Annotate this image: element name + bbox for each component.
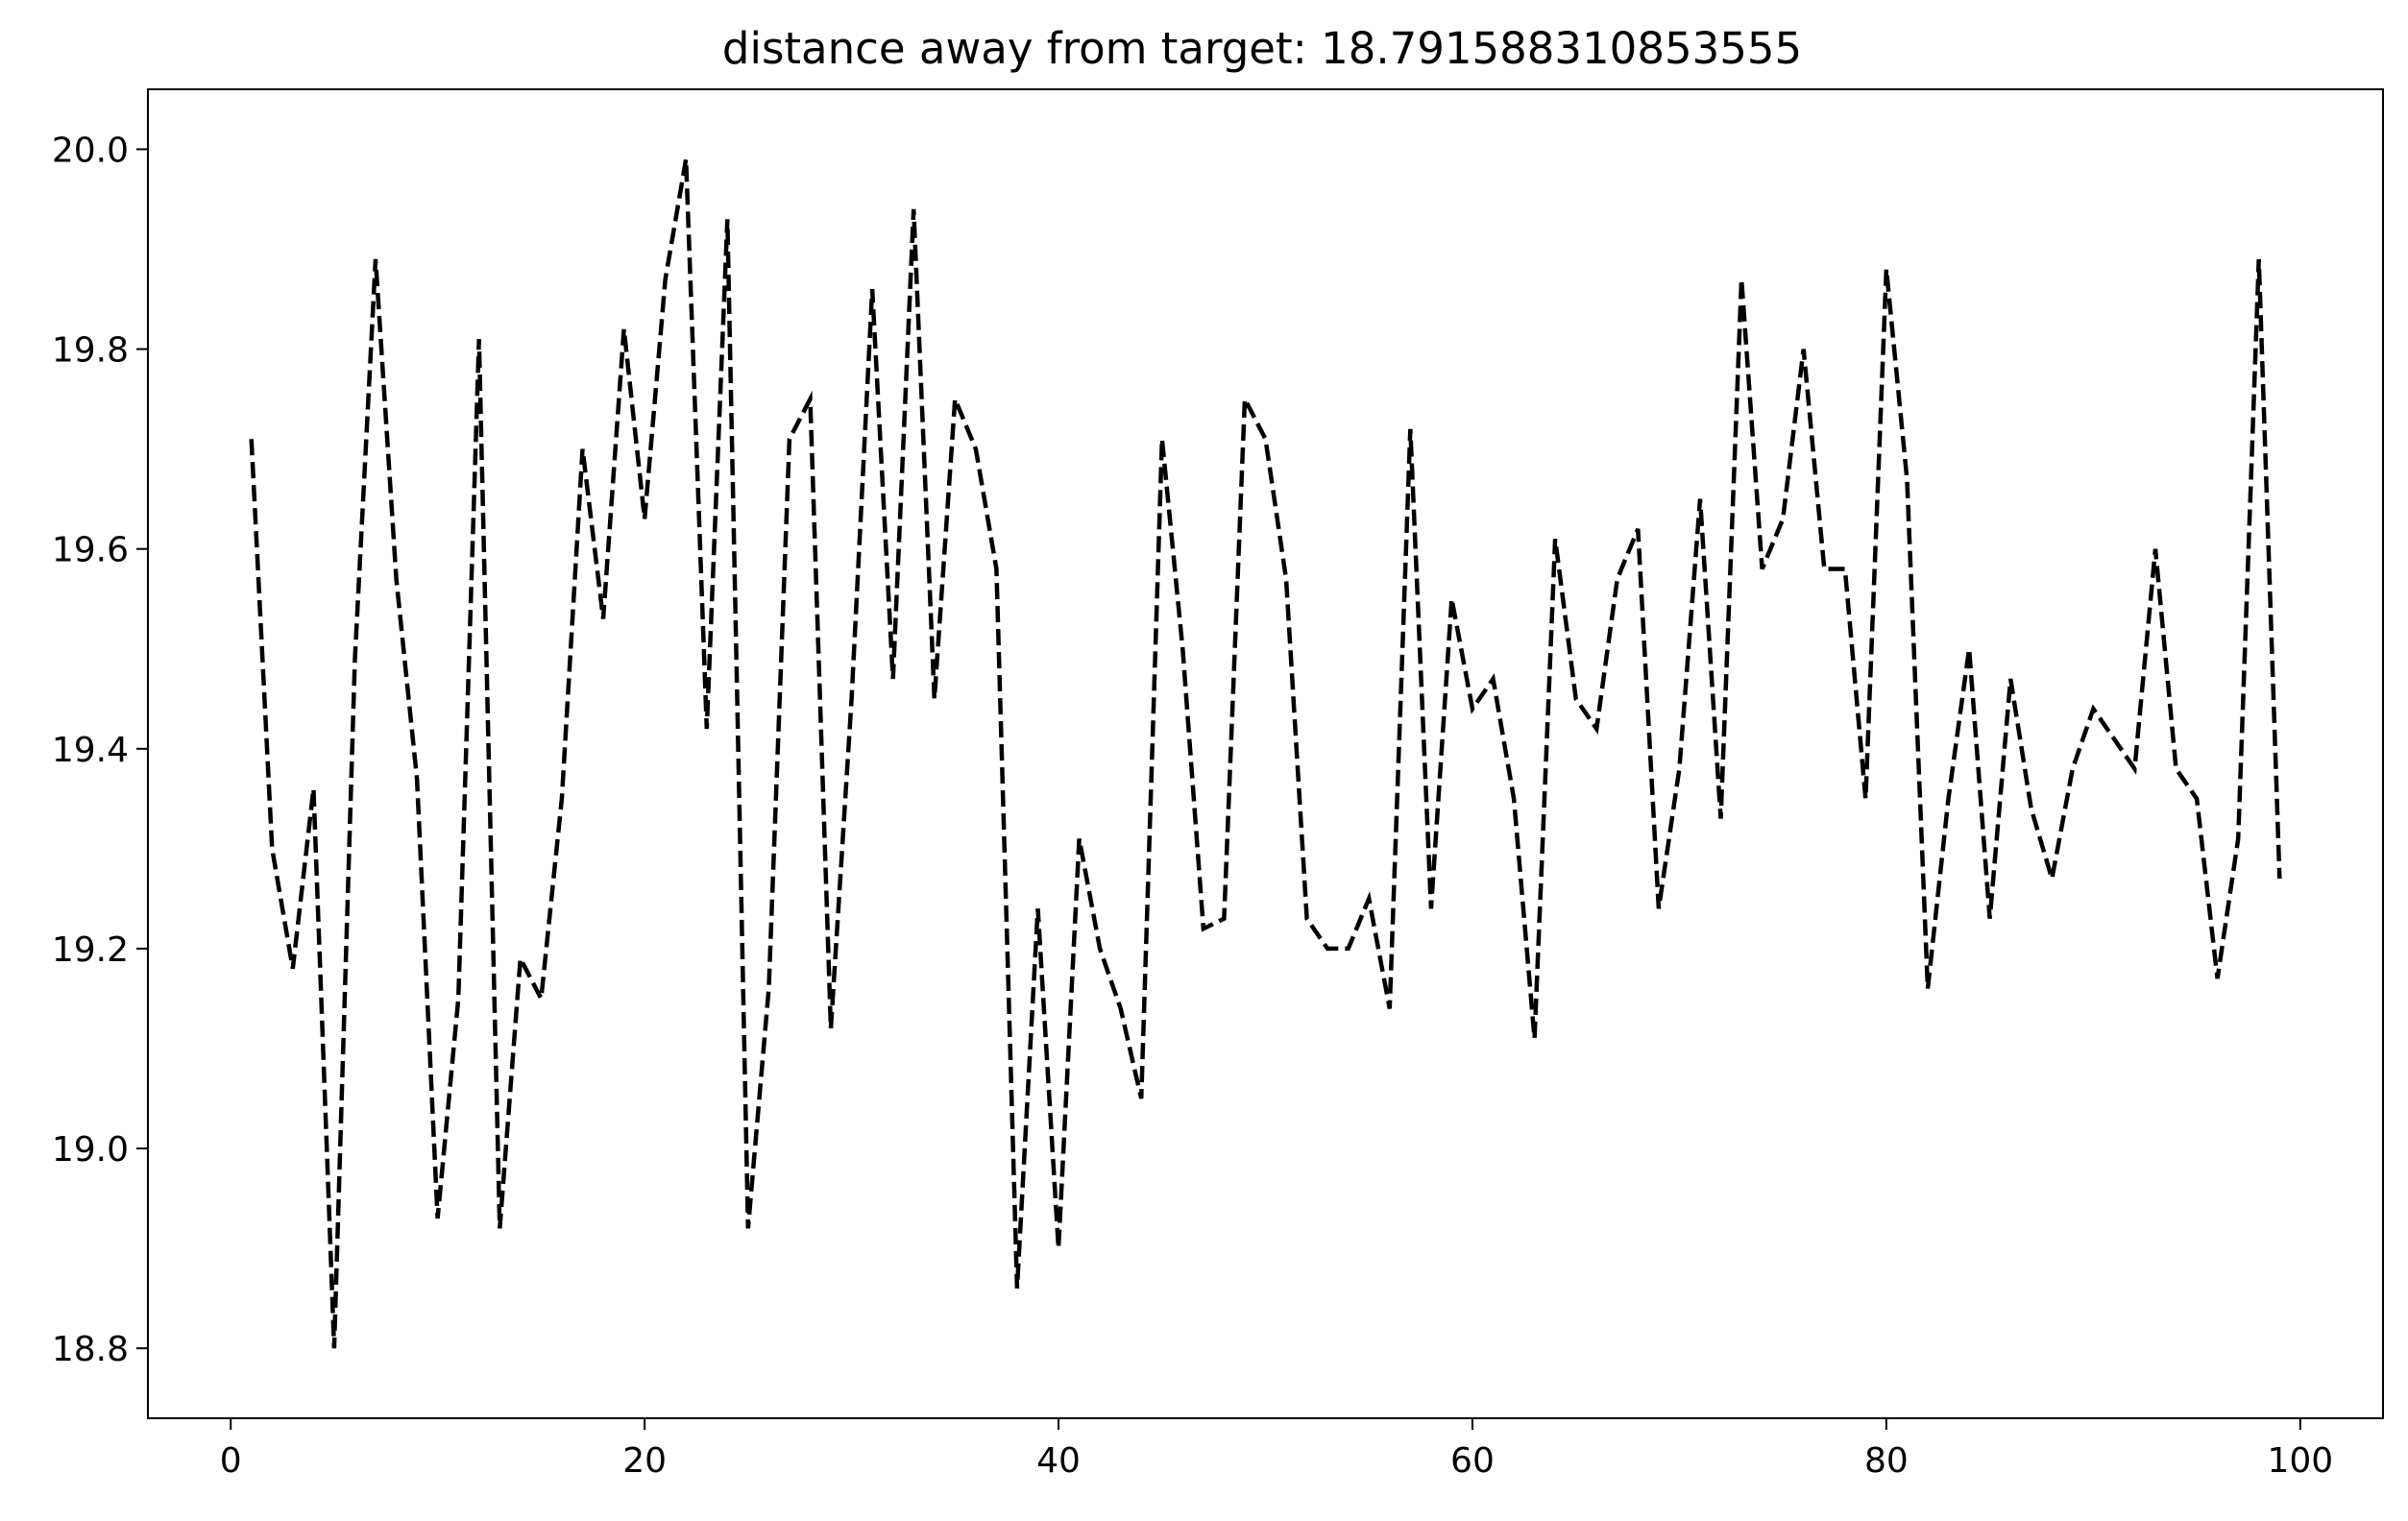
x-tick-label: 40 — [1036, 1441, 1081, 1481]
plot-area-frame — [147, 88, 2384, 1419]
y-tick-label: 20.0 — [52, 131, 129, 170]
y-tick-label: 19.0 — [52, 1130, 129, 1170]
y-tick-label: 19.2 — [52, 930, 129, 970]
x-tick-label: 20 — [622, 1441, 667, 1481]
x-tick-label: 60 — [1450, 1441, 1495, 1481]
axis-ticks: 0 20 40 60 80 100 18.8 19.0 19.2 19.4 19.6 19.8 20.0 — [52, 131, 2333, 1481]
x-tick-label: 0 — [220, 1441, 242, 1481]
chart-title: distance away from target: 18.7915883108… — [722, 23, 1802, 74]
series-line — [249, 158, 2282, 1349]
y-tick-label: 18.8 — [52, 1330, 129, 1369]
y-tick-label: 19.8 — [52, 331, 129, 371]
y-tick-label: 19.6 — [52, 531, 129, 570]
plot-series — [249, 158, 2282, 1349]
x-tick-label: 80 — [1864, 1441, 1909, 1481]
y-tick-label: 19.4 — [52, 731, 129, 770]
x-tick-label: 100 — [2267, 1441, 2333, 1481]
